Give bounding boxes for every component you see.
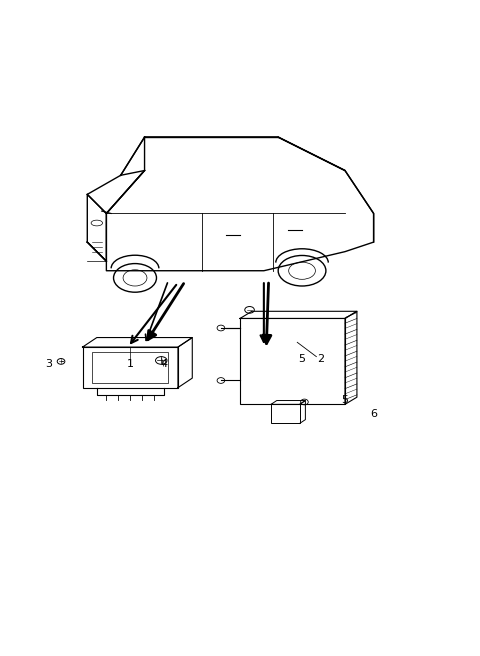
Bar xyxy=(83,347,178,388)
Text: 5: 5 xyxy=(341,394,348,405)
Text: 1: 1 xyxy=(127,359,134,369)
Bar xyxy=(271,404,300,423)
Bar xyxy=(240,318,345,404)
Text: 5: 5 xyxy=(299,354,306,364)
Text: 3: 3 xyxy=(46,359,53,369)
Bar xyxy=(92,352,168,383)
Text: 2: 2 xyxy=(318,354,324,364)
Text: 6: 6 xyxy=(370,409,377,419)
Text: 4: 4 xyxy=(160,359,167,369)
